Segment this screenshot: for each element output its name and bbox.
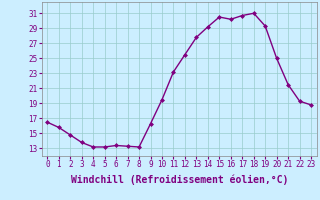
X-axis label: Windchill (Refroidissement éolien,°C): Windchill (Refroidissement éolien,°C) — [70, 175, 288, 185]
